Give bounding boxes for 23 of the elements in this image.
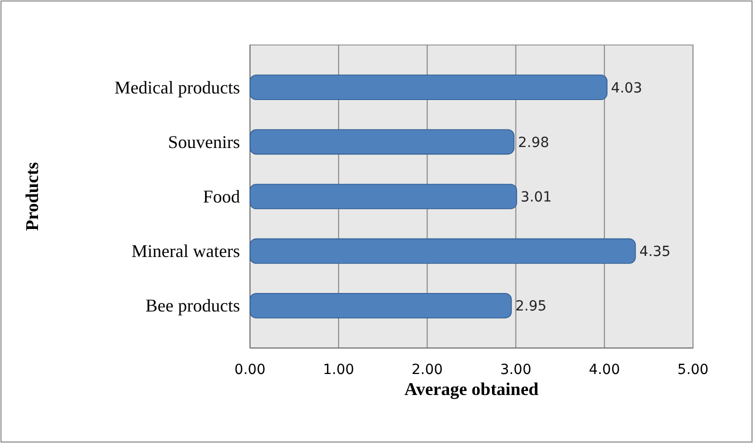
bar	[250, 238, 636, 264]
data-label: 4.35	[639, 244, 671, 260]
x-tick-label: 2.00	[412, 362, 443, 378]
x-tick-label: 4.00	[588, 362, 620, 378]
bar	[250, 74, 608, 100]
y-tick-label: Medical products	[114, 77, 240, 98]
x-tick-label: 3.00	[500, 362, 532, 378]
bar	[250, 293, 512, 318]
y-tick-label: Bee products	[146, 296, 240, 316]
data-label: 2.98	[518, 134, 550, 151]
x-tick-label: 0.00	[234, 362, 266, 378]
y-tick-label: Souvenirs	[168, 132, 240, 152]
y-tick-label: Food	[202, 186, 240, 206]
x-tick-label: 1.00	[323, 362, 354, 378]
data-label: 4.03	[611, 80, 642, 96]
data-label: 3.01	[520, 190, 552, 206]
y-tick-label: Mineral waters	[132, 241, 240, 262]
data-label: 2.95	[515, 298, 547, 315]
bar	[250, 129, 514, 155]
x-tick-label: 5.00	[677, 362, 709, 378]
y-axis-title: Products	[22, 162, 42, 231]
bar	[250, 184, 518, 210]
x-axis-title: Average obtained	[404, 379, 539, 399]
